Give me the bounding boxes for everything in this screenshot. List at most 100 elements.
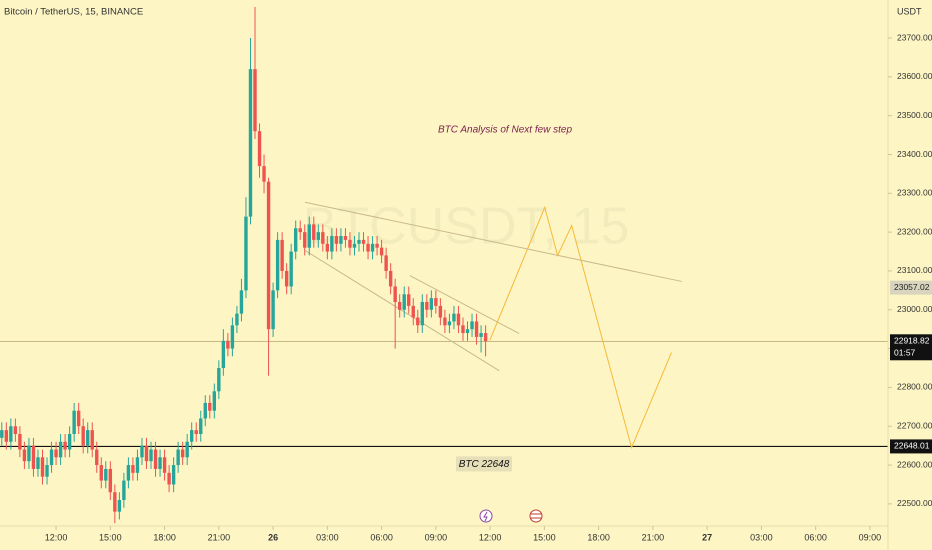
x-tick-label: 03:00 xyxy=(316,532,339,542)
candle-body xyxy=(330,236,334,252)
level-price: 22648.01 xyxy=(894,441,930,451)
candle-body xyxy=(397,302,402,310)
candle-body xyxy=(31,445,36,469)
candle-body xyxy=(407,294,411,306)
y-tick-label: 23000.00 xyxy=(897,304,932,314)
candle-body xyxy=(0,430,4,438)
x-tick-label: 27 xyxy=(702,532,712,542)
candle-body xyxy=(316,232,321,240)
candle-body xyxy=(122,480,126,500)
candle-body xyxy=(45,465,49,477)
candle-body xyxy=(185,441,189,458)
candle-body xyxy=(266,181,271,330)
candle-body xyxy=(411,305,415,318)
watermark: BTCUSDT, 15 xyxy=(303,198,630,256)
candle-body xyxy=(149,449,153,462)
candle-body xyxy=(180,449,185,458)
x-tick-label: 21:00 xyxy=(208,532,231,542)
candle-body xyxy=(343,236,348,240)
candle-body xyxy=(171,465,176,485)
candle-body xyxy=(203,402,207,419)
drawing xyxy=(304,201,682,282)
candle-body xyxy=(474,321,479,337)
candle-body xyxy=(199,418,203,434)
candle-body xyxy=(357,239,361,244)
candle-body xyxy=(104,468,108,481)
candle-body xyxy=(22,449,27,462)
candle-body xyxy=(36,457,40,469)
candle-body xyxy=(420,302,424,326)
candle-body xyxy=(58,441,63,458)
x-tick-label: 18:00 xyxy=(153,532,176,542)
x-tick-label: 09:00 xyxy=(425,532,448,542)
candle-body xyxy=(452,313,456,322)
x-tick-label: 12:00 xyxy=(479,532,502,542)
candle-body xyxy=(72,410,76,434)
candle-body xyxy=(117,499,122,512)
candle-body xyxy=(262,166,266,182)
candle-body xyxy=(235,313,239,326)
candle-body xyxy=(416,317,420,326)
y-tick-label: 22800.00 xyxy=(897,382,932,392)
candle-body xyxy=(361,239,366,244)
y-tick-label: 22700.00 xyxy=(897,420,932,430)
candle-body xyxy=(402,294,406,310)
drawing xyxy=(304,249,500,372)
candle-body xyxy=(194,430,198,434)
x-tick-label: 21:00 xyxy=(642,532,665,542)
candle-body xyxy=(162,457,167,473)
level-label: BTC 22648 xyxy=(459,459,510,470)
candle-body xyxy=(461,325,465,334)
x-tick-label: 06:00 xyxy=(370,532,393,542)
candle-body xyxy=(81,426,85,446)
candle-body xyxy=(54,449,58,458)
candle-body xyxy=(86,430,90,446)
candle-body xyxy=(248,69,253,217)
y-tick-label: 23200.00 xyxy=(897,226,932,236)
candle-body xyxy=(40,457,45,477)
marker-price: 23057.02 xyxy=(894,282,930,292)
candle-body xyxy=(289,251,293,287)
candle-body xyxy=(95,449,99,466)
candle-body xyxy=(167,472,171,485)
y-tick-label: 23700.00 xyxy=(897,32,932,42)
candle-body xyxy=(18,433,22,450)
candle-body xyxy=(140,445,144,458)
candle-body xyxy=(348,239,352,248)
chart-title: Bitcoin / TetherUS, 15, BINANCE xyxy=(4,7,143,18)
candle-body xyxy=(280,239,284,271)
candle-body xyxy=(76,410,81,427)
candle-body xyxy=(153,449,158,469)
x-tick-label: 09:00 xyxy=(859,532,882,542)
candle-body xyxy=(284,270,289,287)
icon xyxy=(483,511,488,522)
x-tick-label: 06:00 xyxy=(804,532,827,542)
candle-body xyxy=(108,468,113,493)
candle-body xyxy=(221,340,226,369)
candle-body xyxy=(131,465,135,473)
candle-body xyxy=(208,402,212,411)
candle-body xyxy=(465,329,470,334)
level-price-box xyxy=(890,439,932,454)
candle-body xyxy=(217,368,221,392)
candle-body xyxy=(429,298,434,310)
last-price-box xyxy=(890,334,932,361)
candle-body xyxy=(456,313,461,326)
candle-body xyxy=(483,333,488,342)
candle-body xyxy=(90,430,94,450)
candle-body xyxy=(366,243,370,252)
candle-body xyxy=(334,236,339,244)
candle-body xyxy=(375,243,379,248)
candle-body xyxy=(321,232,325,244)
candle-body xyxy=(275,239,280,291)
x-tick-label: 18:00 xyxy=(587,532,610,542)
candle-body xyxy=(325,243,330,252)
y-tick-label: 23300.00 xyxy=(897,188,932,198)
y-tick-label: 22600.00 xyxy=(897,459,932,469)
candle-body xyxy=(230,325,235,349)
level-label-box xyxy=(456,456,512,472)
event-icons xyxy=(479,509,543,523)
x-tick-label: 03:00 xyxy=(750,532,773,542)
y-tick-label: 23100.00 xyxy=(897,265,932,275)
